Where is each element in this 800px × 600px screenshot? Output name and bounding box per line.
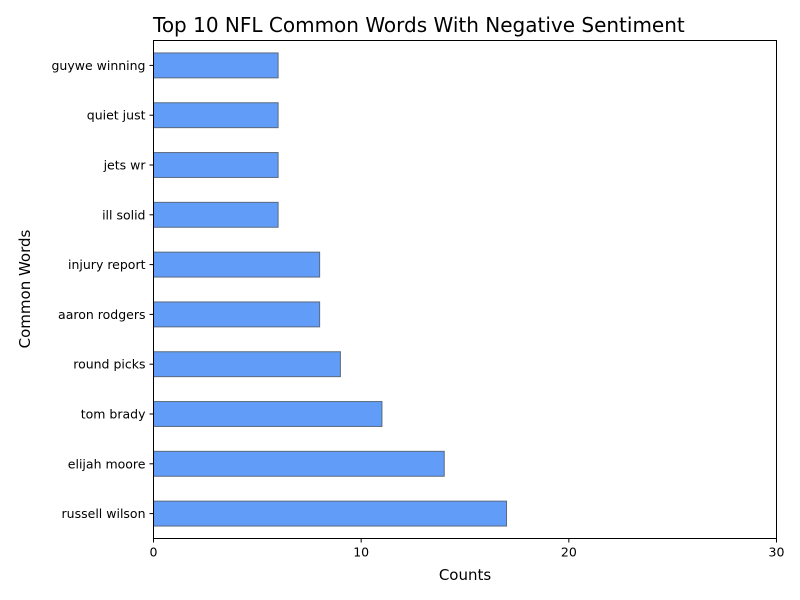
y-tick-label: ill solid [102, 207, 145, 222]
y-tick-label: guywe winning [51, 58, 145, 73]
bar-tom-brady [153, 401, 383, 427]
bars-group [153, 52, 508, 527]
x-tick-label: 20 [561, 545, 577, 560]
y-tick-label: jets wr [103, 158, 147, 173]
bar-aaron-rodgers [153, 301, 321, 328]
y-tick-label: russell wilson [62, 506, 146, 521]
x-axis-ticks: 0 10 20 30 [150, 538, 785, 560]
bar-guywe-winning [153, 52, 279, 79]
y-tick-label: elijah moore [68, 456, 146, 471]
plot-frame [153, 40, 777, 539]
x-tick-label: 30 [769, 545, 785, 560]
bar-injury-report [153, 251, 321, 278]
x-tick-label: 10 [353, 545, 369, 560]
chart-title: Top 10 NFL Common Words With Negative Se… [152, 13, 685, 37]
y-tick-label: tom brady [81, 407, 146, 422]
bar-elijah-moore [153, 450, 445, 477]
bar-ill-solid [153, 201, 279, 228]
y-axis-label: Common Words [16, 229, 34, 348]
y-axis-ticks: russell wilson elijah moore tom brady round… [51, 58, 154, 521]
y-tick-label: quiet just [87, 108, 146, 123]
x-axis-label: Counts [439, 566, 492, 584]
bar-jets-wr [153, 152, 279, 178]
bar-round-picks [153, 351, 341, 378]
y-tick-label: aaron rodgers [58, 307, 145, 322]
x-tick-label: 0 [150, 545, 158, 560]
y-tick-label: injury report [68, 257, 146, 272]
y-tick-label: round picks [73, 357, 145, 372]
bar-russell-wilson [153, 500, 508, 527]
bar-quiet-just [153, 102, 279, 129]
